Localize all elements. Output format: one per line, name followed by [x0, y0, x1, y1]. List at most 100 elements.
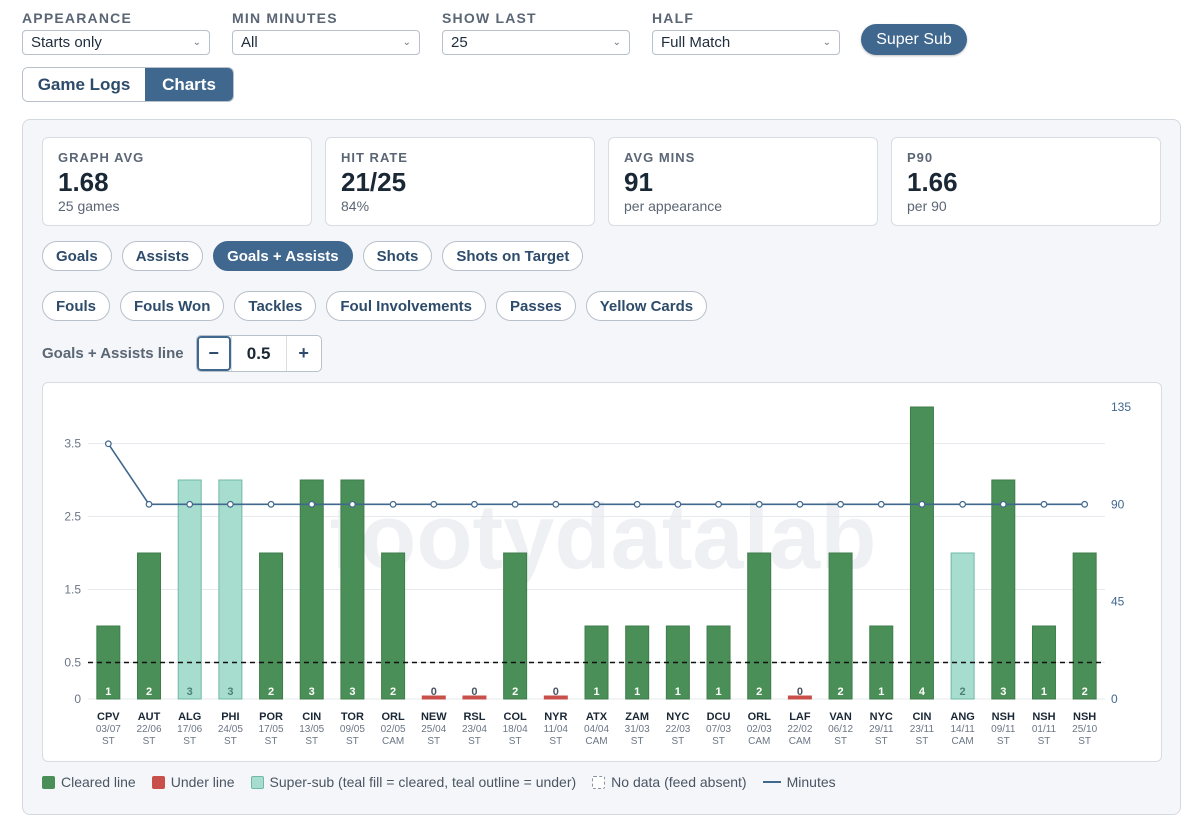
metric-pill-shots[interactable]: Shots	[362, 241, 433, 271]
chart-bar	[421, 695, 446, 700]
stat-sub: 25 games	[58, 198, 120, 214]
show-last-select[interactable]: 25 ⌄	[442, 30, 630, 55]
x-tick-team: RSL	[463, 711, 485, 723]
stat-label: P90	[907, 150, 934, 165]
line-control: Goals + Assists line − 0.5 +	[42, 335, 322, 372]
tab-charts[interactable]: Charts	[145, 68, 233, 101]
legend-swatch	[250, 775, 264, 789]
x-tick-position: ST	[102, 736, 115, 747]
stat-sub: per 90	[907, 198, 947, 214]
y-tick-label: 0	[74, 692, 81, 706]
x-tick-date: 18/04	[503, 724, 528, 735]
metric-pills-row-2: Fouls Fouls Won Tackles Foul Involvement…	[42, 291, 708, 321]
line-value[interactable]: 0.5	[230, 336, 287, 371]
x-tick-position: ST	[631, 736, 644, 747]
bar-value-label: 1	[593, 686, 599, 698]
stat-sub: 84%	[341, 198, 370, 214]
metric-pill-goals[interactable]: Goals	[42, 241, 112, 271]
legend-item-supersub: Super-sub (teal fill = cleared, teal out…	[250, 774, 576, 790]
x-tick-date: 14/11	[950, 724, 975, 735]
x-tick-position: ST	[305, 736, 318, 747]
goals-assists-chart: footydatalab 0 0.5 1.5 2.5 3.5 0 45 90 135 1 CPV03/…	[64, 400, 1131, 747]
chart-bar	[991, 479, 1016, 700]
minutes-point	[1040, 500, 1048, 508]
metric-pill-foul-involvements[interactable]: Foul Involvements	[326, 291, 487, 321]
increment-button[interactable]: +	[298, 343, 309, 363]
super-sub-button[interactable]: Super Sub	[861, 24, 967, 55]
metric-pill-passes[interactable]: Passes	[496, 291, 576, 321]
y2-tick-label: 0	[1111, 692, 1118, 706]
minutes-point	[267, 500, 275, 508]
legend-swatch	[151, 775, 165, 789]
x-tick-team: ALG	[178, 711, 201, 723]
metric-pill-tackles[interactable]: Tackles	[234, 291, 317, 321]
metric-pill-assists[interactable]: Assists	[121, 241, 204, 271]
y2-tick-label: 90	[1111, 497, 1125, 511]
x-tick-date: 31/03	[625, 724, 650, 735]
x-tick-position: ST	[1078, 736, 1091, 747]
chart-bar	[1072, 552, 1097, 700]
line-stepper: − 0.5 +	[195, 335, 322, 372]
x-tick-date: 11/04	[544, 724, 569, 735]
x-tick-date: 22/06	[137, 724, 162, 735]
x-tick-team: NSH	[1032, 711, 1055, 723]
x-tick-date: 13/05	[299, 724, 324, 735]
x-tick-position: ST	[916, 736, 929, 747]
stat-label: HIT RATE	[341, 150, 408, 165]
metric-pill-goals-assists[interactable]: Goals + Assists	[213, 241, 353, 271]
chart-bar	[218, 479, 243, 700]
stat-card-avg-mins: AVG MINS 91 per appearance	[608, 137, 878, 226]
x-tick-date: 23/04	[462, 724, 487, 735]
minutes-point	[389, 500, 397, 508]
stat-label: AVG MINS	[624, 150, 696, 165]
bar-value-label: 3	[1000, 686, 1006, 698]
x-tick-date: 24/05	[218, 724, 243, 735]
x-tick-position: ST	[549, 736, 562, 747]
x-tick-position: ST	[875, 736, 888, 747]
y-tick-label: 3.5	[64, 437, 81, 451]
x-tick-date: 03/07	[96, 724, 121, 735]
bar-value-label: 0	[471, 686, 477, 698]
filter-label: HALF	[652, 10, 695, 26]
x-tick-team: COL	[504, 711, 528, 723]
bar-value-label: 2	[146, 686, 152, 698]
x-tick-team: ANG	[950, 711, 974, 723]
x-tick-team: CIN	[912, 711, 931, 723]
y-tick-label: 1.5	[64, 583, 81, 597]
minutes-point	[715, 500, 722, 508]
chart-bar	[950, 552, 975, 700]
x-tick-position: CAM	[585, 736, 607, 747]
half-select[interactable]: Full Match ⌄	[652, 30, 840, 55]
decrement-button[interactable]: −	[196, 336, 231, 371]
x-tick-team: CIN	[302, 711, 321, 723]
appearance-select[interactable]: Starts only ⌄	[22, 30, 210, 55]
legend-item-no-data: No data (feed absent)	[592, 774, 747, 790]
metric-pills-row-1: Goals Assists Goals + Assists Shots Shot…	[42, 241, 584, 271]
x-tick-date: 04/04	[584, 724, 609, 735]
minutes-point	[918, 500, 926, 508]
stat-card-graph-avg: GRAPH AVG 1.68 25 games	[42, 137, 312, 226]
filter-min-minutes: MIN MINUTES All ⌄	[232, 10, 420, 55]
min-minutes-select[interactable]: All ⌄	[232, 30, 420, 55]
minutes-point	[552, 500, 560, 508]
x-tick-date: 23/11	[910, 724, 935, 735]
bar-value-label: 1	[105, 686, 111, 698]
x-tick-date: 02/03	[747, 724, 772, 735]
chart-legend: Cleared line Under line Super-sub (teal …	[42, 774, 836, 790]
select-value: Starts only	[31, 34, 102, 51]
minutes-point	[796, 500, 804, 508]
x-tick-position: ST	[468, 736, 481, 747]
metric-pill-yellow-cards[interactable]: Yellow Cards	[585, 291, 708, 321]
minutes-point	[999, 500, 1007, 508]
legend-swatch	[762, 781, 781, 783]
metric-pill-shots-on-target[interactable]: Shots on Target	[442, 241, 584, 271]
chart-bar	[503, 552, 528, 700]
chart-bar	[747, 552, 772, 700]
minutes-point	[633, 500, 641, 508]
x-tick-date: 01/11	[1032, 724, 1057, 735]
x-tick-position: ST	[1038, 736, 1051, 747]
tab-game-logs[interactable]: Game Logs	[23, 68, 145, 101]
metric-pill-fouls[interactable]: Fouls	[42, 291, 110, 321]
metric-pill-fouls-won[interactable]: Fouls Won	[120, 291, 225, 321]
legend-swatch	[42, 775, 55, 789]
